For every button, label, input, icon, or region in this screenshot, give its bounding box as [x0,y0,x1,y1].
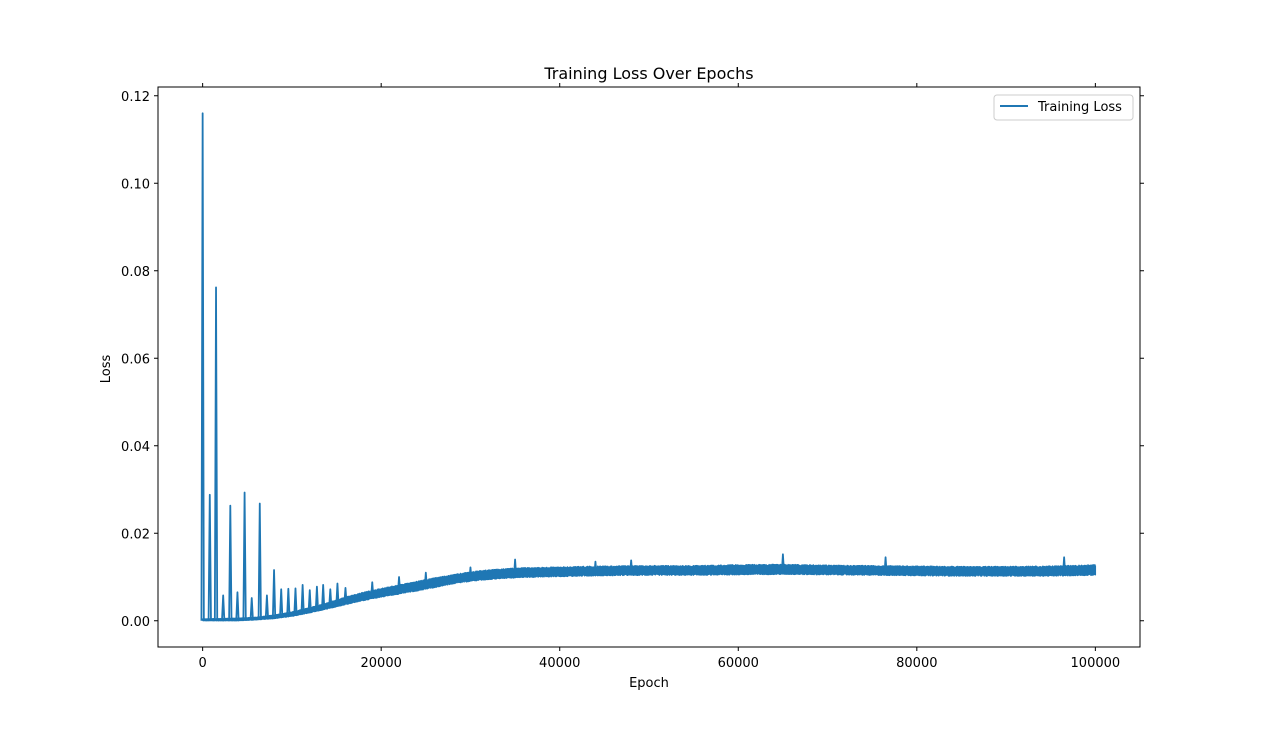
y-axis-ticks: 0.00 0.02 0.04 0.06 0.08 0.10 0.12 [121,90,1144,630]
loss-spike [780,553,786,575]
legend: Training Loss [993,94,1134,121]
x-axis-label: Epoch [629,676,669,691]
loss-spike [629,559,634,576]
loss-spike [207,493,212,621]
legend-box [993,94,1134,121]
loss-spike [468,566,473,582]
loss-spike [370,581,375,599]
loss-spike [328,588,333,609]
loss-spike [228,504,233,621]
loss-spike [321,583,326,610]
loss-spike [314,585,320,612]
x-tick-label: 40000 [539,656,580,671]
loss-spike [335,582,340,607]
loss-spike [286,587,291,617]
loss-spike [213,286,219,621]
y-tick-label: 0.10 [121,177,150,192]
loss-spike [200,112,205,621]
x-axis-ticks: 0 20000 40000 60000 80000 100000 [198,83,1120,671]
y-tick-label: 0.06 [121,352,150,367]
training-loss-line [201,563,1097,622]
loss-spike [279,588,284,618]
x-tick-label: 100000 [1071,656,1121,671]
loss-spike [512,558,518,578]
loss-spike [264,594,270,620]
y-tick-label: 0.02 [121,527,150,542]
legend-label-training-loss: Training Loss [1037,100,1122,115]
loss-spike [235,591,240,621]
x-tick-label: 80000 [896,656,937,671]
loss-spike [593,560,598,576]
loss-spike [1062,556,1067,576]
y-tick-label: 0.08 [121,265,150,280]
x-tick-label: 0 [198,656,206,671]
loss-spike [293,587,298,616]
y-tick-label: 0.00 [121,615,150,630]
y-tick-label: 0.04 [121,440,150,455]
x-tick-label: 60000 [718,656,759,671]
loss-spike [396,576,402,595]
y-axis-label: Loss [99,355,114,384]
plot-frame [157,86,1141,648]
x-tick-label: 20000 [361,656,402,671]
loss-spike [300,583,305,615]
chart-title: Training Loss Over Epochs [543,64,753,83]
loss-spike [257,502,262,620]
y-tick-label: 0.12 [121,90,150,105]
loss-spike [423,571,428,590]
series-layer [200,112,1097,622]
loss-spike [249,597,254,621]
loss-spike [271,569,277,619]
loss-spike [242,491,247,621]
loss-spike [307,589,312,613]
loss-spike [221,594,226,621]
loss-spike [343,587,348,605]
loss-spike [883,556,888,576]
